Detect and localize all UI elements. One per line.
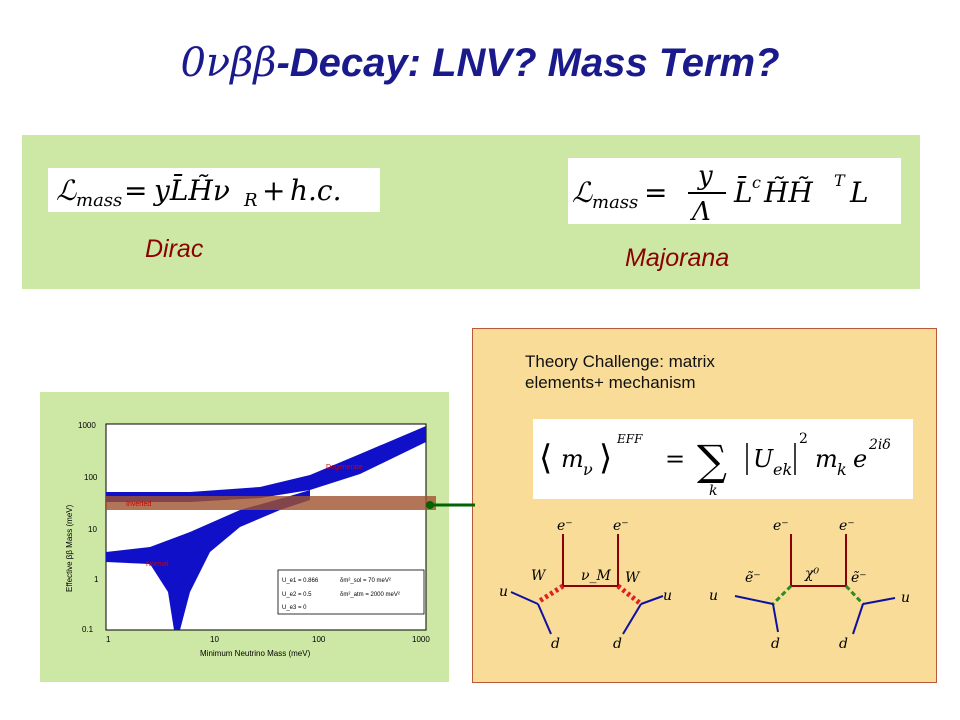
sensitivity-band (106, 496, 436, 510)
svg-text:⟨: ⟨ (539, 438, 552, 478)
light-neutrino-diagram: e⁻ e⁻ W W ν_M u u d d (499, 518, 672, 652)
svg-text:ν: ν (583, 460, 593, 479)
x-tick: 100 (312, 635, 326, 644)
y-axis-label: Effective ββ Mass (meV) (65, 504, 74, 592)
svg-text:EFF: EFF (616, 432, 643, 446)
theory-challenge-text: Theory Challenge: matrix elements+ mecha… (525, 351, 825, 393)
svg-text:⟩: ⟩ (599, 438, 612, 478)
inverted-label: Inverted (126, 501, 151, 508)
svg-text:2iδ: 2iδ (868, 437, 891, 453)
svg-text:y: y (697, 161, 713, 191)
svg-text:m: m (561, 445, 584, 473)
legend-item: U_e3 = 0 (282, 605, 307, 611)
quark-label: u (709, 588, 718, 604)
majorana-label: Majorana (625, 244, 730, 272)
svg-text:m: m (815, 445, 838, 473)
effective-mass-formula: ⟨ m ν ⟩ EFF = ∑ k U ek 2 m k e 2iδ (533, 419, 913, 499)
svg-text:+: + (262, 174, 285, 207)
electron-label: e⁻ (613, 518, 629, 534)
svg-text:h.c.: h.c. (290, 174, 342, 207)
svg-text:=: = (665, 445, 685, 473)
svg-text:c: c (752, 173, 761, 192)
effective-mass-plot-panel: 1000 100 10 1 0.1 1 10 100 1000 Minimum … (40, 392, 449, 682)
y-tick: 100 (84, 473, 98, 482)
svg-text:yL̄H̃ν: yL̄H̃ν (152, 173, 230, 207)
svg-text:e: e (853, 445, 867, 473)
neutralino-label: χ⁰ (804, 566, 819, 582)
svg-text:ℒ: ℒ (572, 176, 593, 209)
y-tick-labels: 1000 100 10 1 0.1 (78, 421, 99, 634)
legend-item: δm²_atm = 2000 meV² (340, 592, 400, 598)
title-text: -Decay: LNV? Mass Term? (276, 41, 780, 85)
quark-label: u (499, 584, 508, 600)
susy-diagram: e⁻ e⁻ χ⁰ ẽ⁻ ẽ⁻ u u d d (709, 518, 910, 652)
quark-label: d (551, 636, 560, 652)
electron-label: e⁻ (557, 518, 573, 534)
selectron-label: ẽ⁻ (745, 570, 761, 586)
svg-text:ek: ek (773, 460, 792, 479)
majorana-equation-graphic: ℒ mass = y Λ L̄ c H̃H̃ T L (572, 161, 869, 227)
dirac-label: Dirac (145, 235, 204, 263)
legend-text: U_e1 = 0.866 δm²_sol = 70 meV² U_e2 = 0.… (282, 578, 400, 611)
theory-panel: Theory Challenge: matrix elements+ mecha… (472, 328, 937, 683)
formula-graphic: ⟨ m ν ⟩ EFF = ∑ k U ek 2 m k e 2iδ (539, 431, 891, 499)
parameter-legend (277, 569, 425, 615)
quark-label: d (771, 636, 780, 652)
w-boson-label: W (625, 570, 641, 586)
svg-text:k: k (837, 460, 847, 479)
y-tick: 0.1 (82, 625, 94, 634)
electron-label: e⁻ (773, 518, 789, 534)
svg-text:ℒ: ℒ (56, 174, 77, 207)
quark-label: u (901, 590, 910, 606)
x-axis-label: Minimum Neutrino Mass (meV) (200, 649, 311, 658)
slide-title: 0νββ-Decay: LNV? Mass Term? (0, 40, 960, 86)
electron-label: e⁻ (839, 518, 855, 534)
degenerate-label: Degenerate (326, 464, 363, 471)
svg-text:U: U (753, 445, 774, 473)
inverted-band (106, 426, 426, 502)
x-tick: 1 (106, 635, 111, 644)
svg-text:T: T (834, 171, 846, 190)
majorana-mass-equation: ℒ mass = y Λ L̄ c H̃H̃ T L (568, 158, 901, 227)
svg-text:k: k (709, 483, 717, 499)
svg-text:=: = (124, 174, 147, 207)
legend-item: δm²_sol = 70 meV² (340, 578, 391, 584)
effective-mass-plot: 1000 100 10 1 0.1 1 10 100 1000 Minimum … (65, 421, 436, 658)
x-tick: 10 (210, 635, 219, 644)
svg-text:H̃H̃: H̃H̃ (763, 176, 813, 209)
x-tick: 1000 (412, 635, 430, 644)
theory-line-2: elements+ mechanism (525, 373, 696, 392)
svg-text:2: 2 (799, 431, 808, 447)
legend-item: U_e1 = 0.866 (282, 578, 319, 584)
svg-text:mass: mass (76, 190, 122, 211)
w-boson-label: W (531, 568, 547, 584)
selectron-label: ẽ⁻ (851, 570, 867, 586)
svg-text:mass: mass (592, 192, 638, 213)
theory-line-1: Theory Challenge: matrix (525, 352, 715, 371)
legend-item: U_e2 = 0.5 (282, 592, 312, 598)
y-tick: 1000 (78, 421, 96, 430)
svg-text:Λ: Λ (690, 197, 711, 224)
quark-label: u (663, 588, 672, 604)
svg-text:∑: ∑ (697, 436, 727, 485)
quark-label: d (613, 636, 622, 652)
svg-text:R: R (243, 190, 258, 211)
feynman-diagrams: e⁻ e⁻ W W ν_M u u d d e⁻ e⁻ (499, 518, 910, 652)
x-tick-labels: 1 10 100 1000 (106, 635, 430, 644)
dirac-mass-equation: ℒ mass = yL̄H̃ν R + h.c. (48, 168, 380, 212)
dirac-equation-graphic: ℒ mass = yL̄H̃ν R + h.c. (56, 173, 342, 211)
svg-text:=: = (644, 176, 667, 209)
svg-text:L̄: L̄ (733, 175, 753, 209)
y-tick: 1 (94, 575, 99, 584)
normal-label: Normal (146, 561, 169, 568)
y-tick: 10 (88, 525, 97, 534)
neutrino-label: ν_M (581, 568, 612, 584)
title-greek: 0νββ (180, 40, 277, 86)
svg-text:L: L (849, 176, 869, 209)
quark-label: d (839, 636, 848, 652)
